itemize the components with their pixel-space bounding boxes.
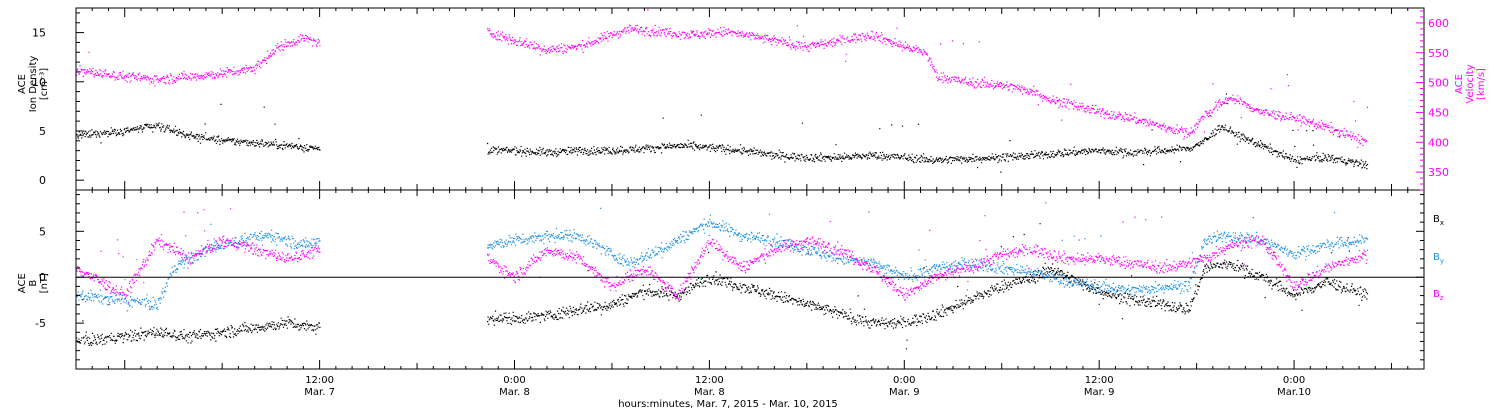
density-tick-label: 5 [39,125,46,138]
x-tick-date-label: Mar.10 [1277,387,1311,398]
x-tick-date-label: Mar. 9 [889,387,920,398]
x-tick-date-label: Mar. 8 [499,387,530,398]
density-axis-title: ACE Ion Density [cm⁻³] [17,56,50,113]
legend-Bz: Bz [1433,289,1444,302]
velocity-tick-label: 450 [1428,106,1449,119]
x-tick-date-label: Mar. 7 [304,387,335,398]
velocity-tick-label: 500 [1428,77,1449,90]
b-tick-label: 0 [39,271,46,284]
bx-series-trace [76,223,1369,350]
density-tick-label: 15 [32,27,46,40]
density-axis-title-line: Ion Density [28,56,39,113]
by-series [76,207,1369,312]
density-axis-title-line: ACE [17,74,28,94]
density-tick-label: 0 [39,174,46,187]
velocity-axis-title-line: ACE [1454,74,1465,94]
x-tick-time-label: 12:00 [1085,375,1114,386]
by-series-trace [76,207,1369,312]
b-axis-title-line: B [28,280,39,287]
b-axis-title-line: [nT] [39,273,50,293]
b-axis-title: ACE B [nT] [17,273,50,293]
velocity-axis-title: ACE Velocity [km/s] [1454,64,1487,103]
panel-frame-bottom [75,189,1425,370]
velocity-tick-label: 350 [1428,166,1449,179]
b-tick-label: 5 [39,225,46,238]
data-points [76,7,1369,350]
x-tick-time-label: 0:00 [503,375,525,386]
velocity-series [76,7,1369,148]
b-axis-title-line: ACE [17,273,28,293]
density-axis-title-line: [cm⁻³] [39,68,50,100]
density-series [76,93,1369,173]
density-tick-label: 10 [32,76,46,89]
x-tick-date-label: Mar. 8 [694,387,725,398]
b-tick-label: -5 [35,317,46,330]
velocity-series-trace [76,7,1369,148]
x-tick-time-label: 12:00 [695,375,724,386]
density-series-trace [76,93,1369,173]
velocity-tick-label: 400 [1428,136,1449,149]
bz-series-trace [76,202,1369,304]
bz-series [76,202,1369,304]
axis-ticks [75,8,1425,370]
legend-Bx: Bx [1433,214,1444,227]
x-tick-date-label: Mar. 9 [1084,387,1115,398]
panel-frames [75,7,1425,370]
legend-By: By [1433,252,1444,265]
velocity-axis-title-line: [km/s] [1476,68,1487,100]
velocity-tick-label: 550 [1428,47,1449,60]
x-tick-time-label: 12:00 [305,375,334,386]
x-tick-time-label: 0:00 [893,375,915,386]
x-tick-time-label: 0:00 [1283,375,1305,386]
x-axis-title: hours:minutes, Mar. 7, 2015 - Mar. 10, 2… [618,399,838,410]
bx-series [76,223,1369,350]
velocity-axis-title-line: Velocity [1465,64,1476,103]
velocity-tick-label: 600 [1428,17,1449,30]
